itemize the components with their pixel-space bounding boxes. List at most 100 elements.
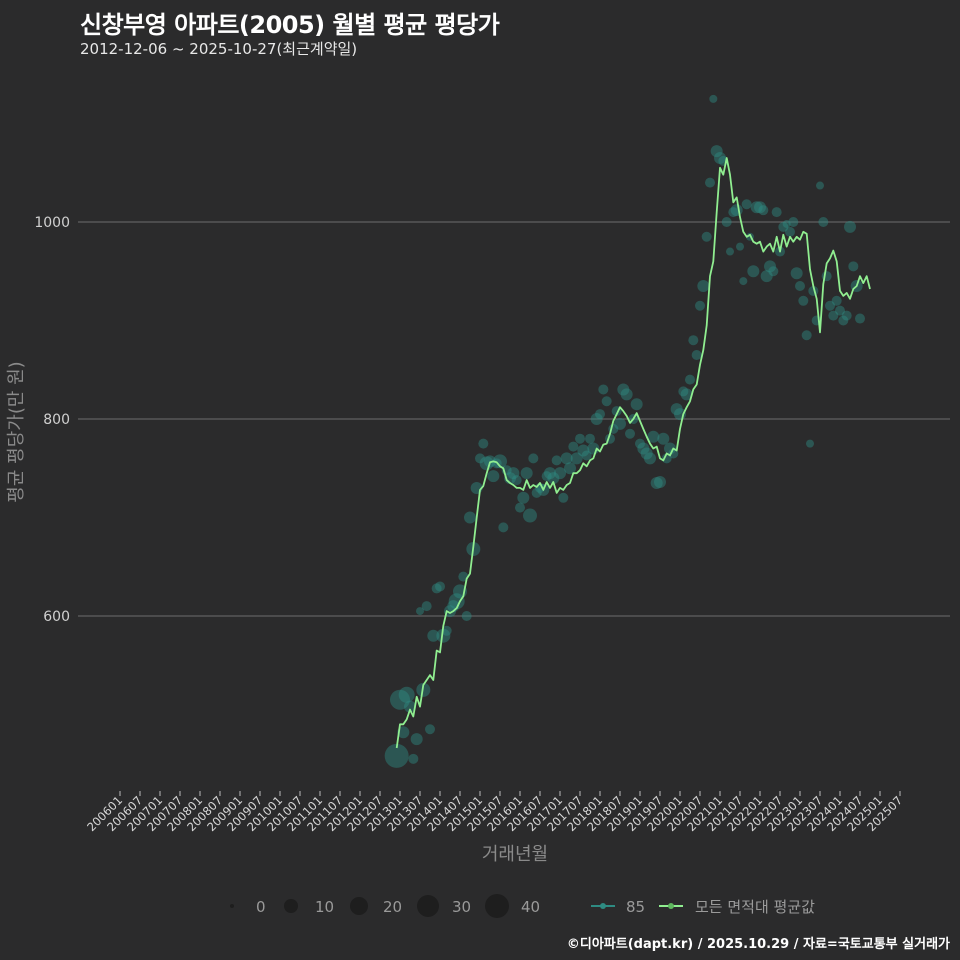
average-line-path bbox=[395, 157, 871, 749]
data-point bbox=[664, 442, 676, 455]
data-point bbox=[831, 295, 842, 306]
data-point bbox=[741, 199, 752, 210]
data-point bbox=[421, 601, 432, 612]
legend-size-label: 10 bbox=[315, 898, 334, 916]
data-point bbox=[818, 217, 829, 227]
data-point bbox=[650, 477, 663, 490]
data-point bbox=[590, 413, 603, 425]
data-point bbox=[568, 441, 579, 452]
data-point bbox=[444, 605, 456, 618]
data-point bbox=[484, 455, 496, 468]
data-point bbox=[436, 628, 451, 643]
data-point bbox=[384, 743, 409, 768]
data-point bbox=[788, 217, 799, 227]
data-point bbox=[416, 607, 424, 616]
data-point bbox=[625, 428, 635, 439]
data-point bbox=[544, 467, 556, 480]
data-point bbox=[701, 231, 712, 242]
data-point bbox=[728, 207, 739, 218]
data-point bbox=[630, 398, 643, 411]
data-point bbox=[515, 502, 525, 513]
data-point bbox=[782, 219, 791, 228]
data-point bbox=[637, 442, 650, 455]
data-point bbox=[640, 447, 653, 460]
data-point bbox=[493, 454, 507, 469]
y-axis: 600 800 1000 bbox=[34, 215, 70, 625]
data-point bbox=[785, 226, 795, 237]
data-point bbox=[844, 220, 856, 233]
data-point bbox=[835, 305, 845, 316]
data-point bbox=[644, 452, 656, 465]
data-point bbox=[479, 456, 494, 471]
data-point bbox=[410, 733, 423, 746]
data-point bbox=[427, 629, 440, 642]
legend-size-label: 20 bbox=[383, 898, 402, 916]
data-point bbox=[828, 310, 839, 321]
y-tick-label: 1000 bbox=[34, 215, 70, 231]
data-point bbox=[657, 432, 670, 445]
data-point bbox=[397, 726, 410, 739]
data-point bbox=[739, 277, 748, 286]
x-axis: 2006012006072007012007072008012008072009… bbox=[84, 791, 905, 834]
scatter-points-85 bbox=[384, 94, 865, 768]
data-point bbox=[806, 439, 814, 448]
legend-avg-label: 모든 면적대 평균값 bbox=[695, 898, 815, 916]
legend-avg-dot bbox=[668, 903, 674, 909]
legend-size-circle bbox=[485, 894, 509, 918]
data-point bbox=[601, 396, 612, 407]
data-point bbox=[848, 261, 859, 272]
data-point bbox=[585, 433, 595, 444]
chart-title: 신창부영 아파트(2005) 월별 평균 평당가 bbox=[80, 11, 500, 39]
legend-size-circle bbox=[350, 897, 368, 915]
legend-size-circle bbox=[417, 895, 439, 917]
data-point bbox=[798, 295, 809, 306]
legend-size-label: 0 bbox=[256, 898, 266, 916]
data-point bbox=[570, 452, 583, 465]
data-point bbox=[635, 438, 645, 449]
data-point bbox=[680, 388, 693, 401]
data-point bbox=[575, 433, 585, 444]
data-point bbox=[595, 409, 605, 420]
data-point bbox=[598, 384, 609, 395]
data-point bbox=[577, 444, 590, 457]
data-point bbox=[771, 207, 782, 218]
data-point bbox=[507, 467, 520, 480]
data-point bbox=[710, 145, 723, 158]
legend-size-label: 40 bbox=[521, 898, 540, 916]
data-point bbox=[714, 151, 726, 164]
data-point bbox=[705, 177, 715, 188]
data-point bbox=[778, 221, 789, 232]
data-point bbox=[685, 374, 695, 385]
data-point bbox=[709, 94, 718, 103]
data-point bbox=[678, 386, 689, 397]
data-point bbox=[435, 581, 445, 592]
legend-size-circle bbox=[230, 904, 234, 908]
data-point bbox=[670, 403, 683, 416]
y-axis-label: 평균 평당가(만 원) bbox=[6, 361, 27, 502]
legend-size-label: 30 bbox=[452, 898, 471, 916]
data-point bbox=[390, 689, 410, 710]
data-point bbox=[838, 315, 849, 326]
data-point bbox=[581, 450, 592, 461]
legend-85-label: 85 bbox=[626, 898, 645, 916]
data-point bbox=[750, 201, 763, 214]
data-point bbox=[498, 522, 509, 533]
data-point bbox=[487, 470, 500, 483]
data-point bbox=[695, 300, 705, 311]
data-point bbox=[841, 310, 852, 321]
data-point bbox=[654, 476, 666, 489]
data-point bbox=[511, 475, 522, 486]
data-point bbox=[478, 438, 489, 449]
data-point bbox=[855, 313, 865, 324]
data-point bbox=[647, 430, 660, 443]
data-point bbox=[475, 453, 485, 464]
data-point bbox=[688, 335, 699, 346]
data-point bbox=[431, 583, 442, 594]
data-point bbox=[520, 467, 533, 480]
data-point bbox=[697, 280, 710, 293]
data-point bbox=[758, 205, 769, 216]
y-tick-label: 800 bbox=[43, 412, 70, 428]
data-point bbox=[614, 417, 626, 430]
data-point bbox=[764, 260, 776, 273]
